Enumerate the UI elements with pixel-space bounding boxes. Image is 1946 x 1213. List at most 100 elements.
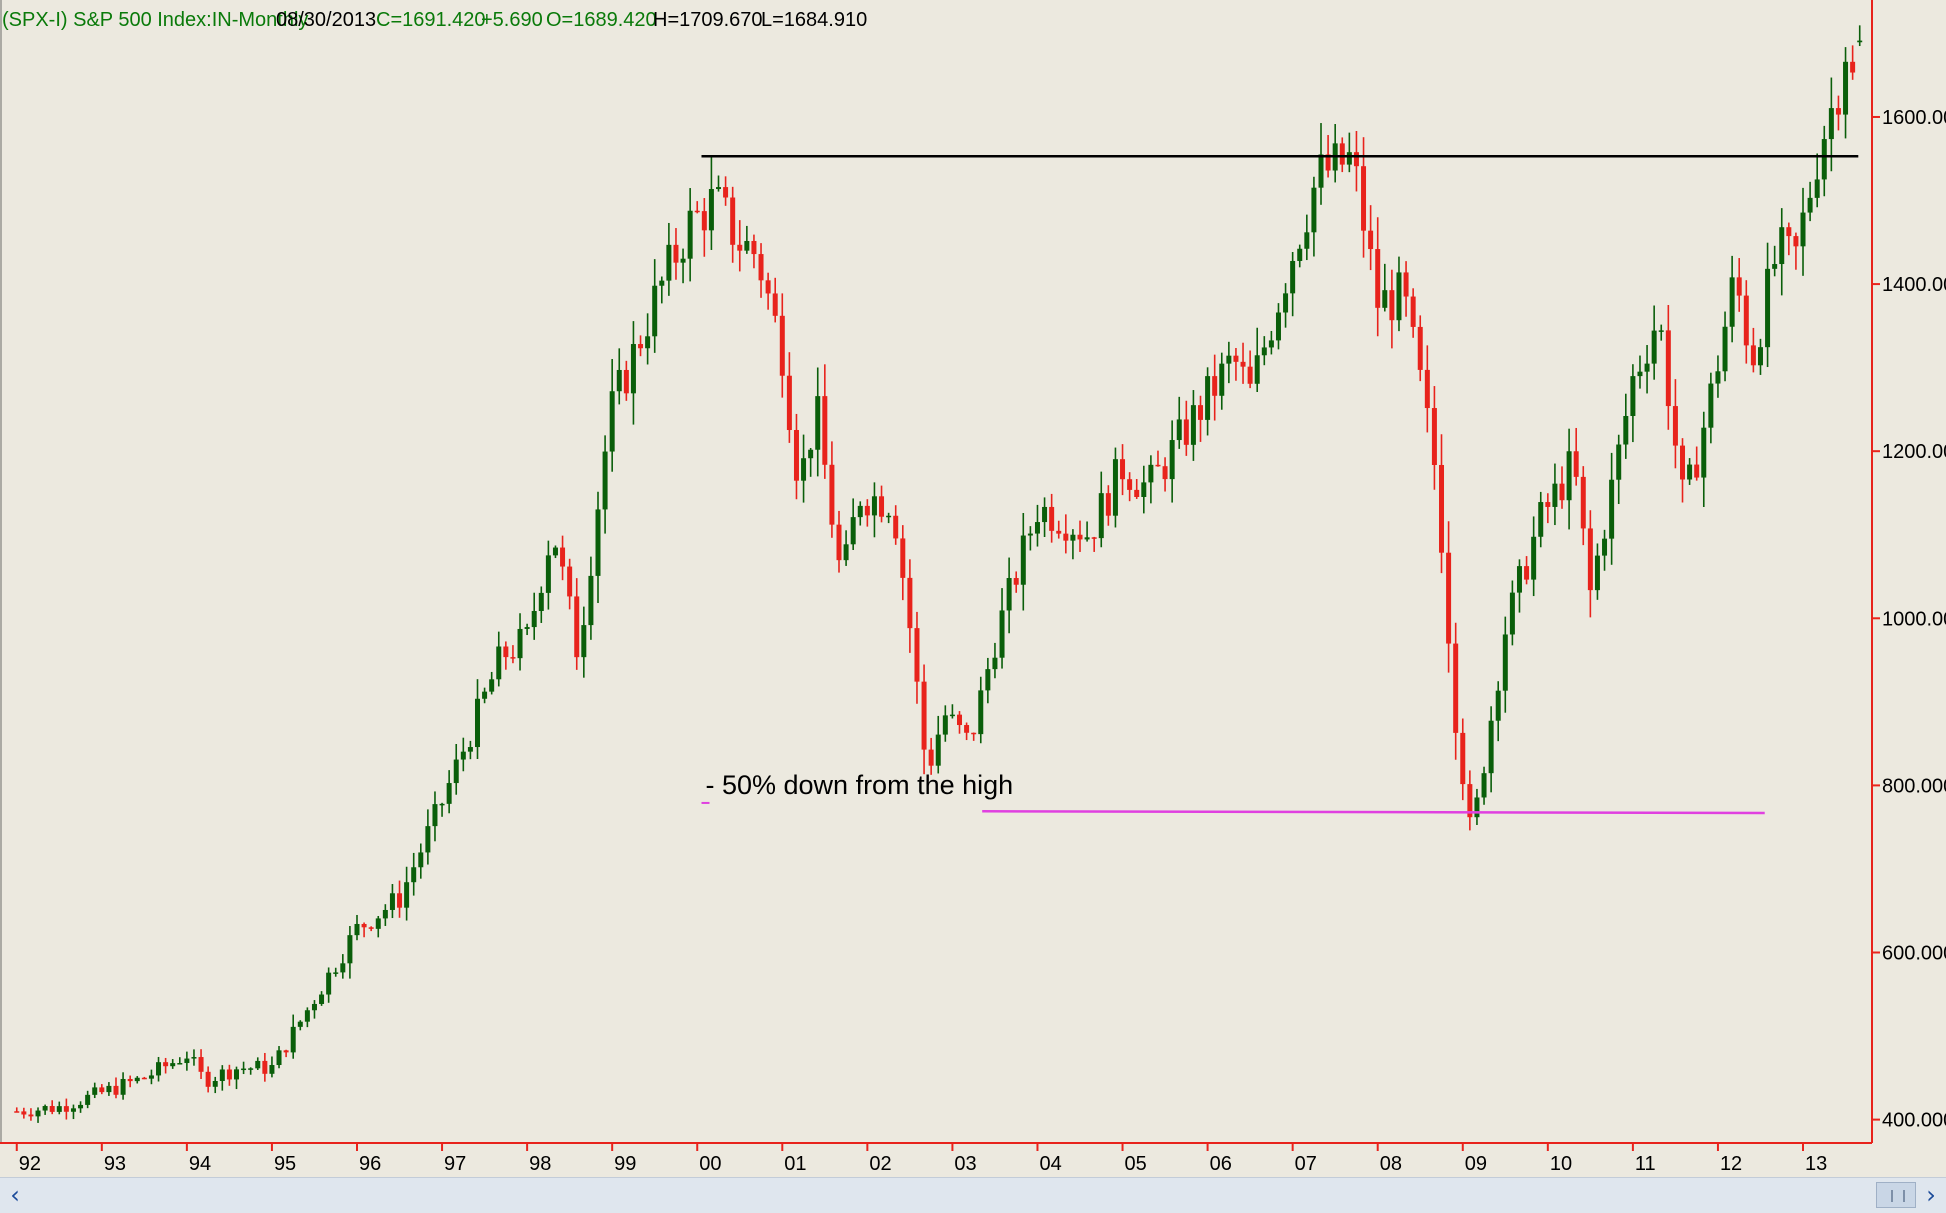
- candle: [1042, 497, 1048, 538]
- horizontal-scrollbar[interactable]: ‹ ›: [0, 1177, 1946, 1213]
- candle-body: [1361, 166, 1367, 231]
- candle-body: [1729, 277, 1735, 327]
- chevron-left-icon[interactable]: ‹: [10, 1181, 20, 1209]
- candle-body: [1495, 690, 1501, 721]
- candle: [56, 1101, 62, 1115]
- candle-body: [467, 747, 473, 752]
- candle-body: [978, 690, 984, 735]
- candle: [1843, 47, 1849, 139]
- candle: [219, 1065, 225, 1091]
- candle-body: [361, 923, 367, 928]
- candle-body: [1765, 268, 1771, 348]
- candle-body: [1545, 502, 1551, 507]
- candle-body: [1297, 248, 1303, 261]
- candle: [1814, 153, 1820, 208]
- candle-body: [1339, 143, 1345, 165]
- candle-body: [1013, 578, 1019, 585]
- candle: [1233, 347, 1239, 381]
- candle: [1835, 95, 1841, 131]
- candle-body: [70, 1108, 76, 1112]
- candle: [1134, 479, 1140, 499]
- candle-body: [581, 625, 587, 658]
- x-tick-label: 04: [1039, 1153, 1061, 1175]
- candle: [871, 482, 877, 538]
- candle: [1290, 252, 1296, 317]
- candle: [1091, 536, 1097, 552]
- candle: [70, 1104, 76, 1120]
- candle-body: [907, 577, 913, 629]
- candle: [1240, 342, 1246, 384]
- candle: [170, 1059, 176, 1069]
- candle: [609, 359, 615, 472]
- candle-body: [1134, 489, 1140, 497]
- candle-body: [276, 1050, 282, 1066]
- candle: [276, 1046, 282, 1069]
- candle-body: [1424, 369, 1430, 409]
- grip-icon: [1891, 1190, 1905, 1202]
- candle: [35, 1107, 41, 1123]
- candle-body: [751, 240, 757, 255]
- candle-body: [680, 258, 686, 263]
- candle: [1268, 330, 1274, 355]
- candle-body: [56, 1106, 62, 1112]
- candle: [1566, 428, 1572, 530]
- candle: [1850, 45, 1856, 80]
- candle: [241, 1061, 247, 1075]
- candle-body: [1821, 139, 1827, 180]
- candle-body: [985, 669, 991, 691]
- candle: [106, 1082, 112, 1096]
- candle: [857, 501, 863, 526]
- candle: [1616, 434, 1622, 505]
- candle-body: [928, 749, 934, 766]
- candle: [1644, 345, 1650, 394]
- x-tick-label: 03: [954, 1153, 976, 1175]
- candle: [1772, 245, 1778, 277]
- candle-body: [999, 610, 1005, 658]
- candle-body: [1077, 534, 1083, 540]
- chevron-right-icon[interactable]: ›: [1926, 1181, 1936, 1209]
- candle-body: [1800, 212, 1806, 247]
- candle-body: [850, 517, 856, 545]
- candle-body: [1509, 592, 1515, 635]
- candle-body: [1382, 290, 1388, 308]
- candle: [574, 578, 580, 670]
- annotation-label: - 50% down from the high: [705, 770, 1013, 800]
- candle-body: [1587, 528, 1593, 591]
- scrollbar-thumb[interactable]: [1876, 1182, 1916, 1208]
- candle: [1431, 386, 1437, 490]
- candle-body: [1049, 506, 1055, 531]
- candle: [1155, 450, 1161, 467]
- candle-body: [1084, 537, 1090, 540]
- candle-body: [964, 725, 970, 733]
- x-tick-label: 95: [274, 1153, 296, 1175]
- candle: [1410, 288, 1416, 338]
- candle: [319, 991, 325, 1006]
- candle-body: [552, 547, 558, 556]
- candle: [1439, 434, 1445, 574]
- y-tick-label: 600.000: [1882, 943, 1946, 965]
- candle-body: [311, 1003, 317, 1011]
- candle-body: [957, 714, 963, 726]
- candle: [1680, 438, 1686, 503]
- header-close: C=1691.420: [376, 9, 486, 31]
- candle-body: [1573, 451, 1579, 477]
- candle: [524, 623, 530, 636]
- candle: [1013, 571, 1019, 593]
- candle: [666, 222, 672, 296]
- candle: [1609, 452, 1615, 565]
- candle-body: [1098, 493, 1104, 539]
- candle-body: [474, 698, 480, 748]
- candle-body: [21, 1111, 27, 1115]
- candle-body: [1602, 538, 1608, 556]
- candle-body: [439, 803, 445, 806]
- candle-body: [1212, 376, 1218, 396]
- candle-body: [1658, 330, 1664, 332]
- candle-body: [1687, 464, 1693, 480]
- candle: [1694, 446, 1700, 481]
- candle: [552, 545, 558, 559]
- candle: [1453, 622, 1459, 760]
- candle: [716, 175, 722, 192]
- support-line: [982, 810, 1765, 815]
- candle-body: [120, 1078, 126, 1095]
- candle: [1020, 512, 1026, 611]
